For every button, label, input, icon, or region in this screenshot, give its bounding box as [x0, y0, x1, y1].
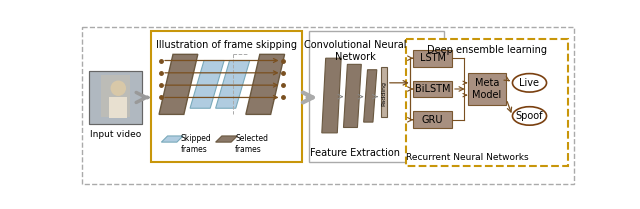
- FancyBboxPatch shape: [413, 80, 452, 97]
- FancyBboxPatch shape: [109, 97, 127, 118]
- FancyBboxPatch shape: [83, 27, 573, 184]
- Polygon shape: [216, 136, 237, 142]
- Polygon shape: [246, 54, 285, 114]
- FancyBboxPatch shape: [151, 31, 303, 162]
- Text: BiLSTM: BiLSTM: [415, 84, 451, 94]
- Polygon shape: [322, 58, 341, 133]
- Text: Recurrent Neural Networks: Recurrent Neural Networks: [406, 153, 529, 162]
- Polygon shape: [344, 64, 362, 127]
- Text: Spoof: Spoof: [516, 111, 543, 121]
- FancyBboxPatch shape: [308, 31, 444, 162]
- FancyBboxPatch shape: [467, 73, 506, 105]
- Ellipse shape: [513, 107, 547, 125]
- Text: Live: Live: [520, 78, 540, 88]
- Text: LSTM: LSTM: [420, 53, 445, 63]
- FancyBboxPatch shape: [413, 111, 452, 128]
- Text: Skipped
frames: Skipped frames: [180, 134, 211, 154]
- Text: Selected
frames: Selected frames: [235, 134, 268, 154]
- FancyBboxPatch shape: [90, 71, 142, 124]
- Text: Convolutional Neural
Network: Convolutional Neural Network: [304, 41, 406, 62]
- Ellipse shape: [513, 74, 547, 92]
- Text: Illustration of frame skipping: Illustration of frame skipping: [156, 41, 298, 51]
- Text: Feature Extraction: Feature Extraction: [310, 148, 400, 158]
- Text: Meta
Model: Meta Model: [472, 78, 502, 100]
- Polygon shape: [216, 60, 250, 108]
- FancyBboxPatch shape: [413, 50, 452, 67]
- Polygon shape: [190, 60, 224, 108]
- Text: Padding: Padding: [381, 82, 387, 107]
- Polygon shape: [381, 68, 387, 117]
- Polygon shape: [161, 136, 183, 142]
- Polygon shape: [364, 70, 377, 122]
- FancyBboxPatch shape: [101, 75, 131, 117]
- Polygon shape: [159, 54, 198, 114]
- Circle shape: [111, 80, 126, 96]
- Text: GRU: GRU: [422, 115, 444, 125]
- Text: Deep ensemble learning: Deep ensemble learning: [427, 45, 547, 55]
- FancyBboxPatch shape: [406, 39, 568, 166]
- Text: Input video: Input video: [90, 130, 141, 139]
